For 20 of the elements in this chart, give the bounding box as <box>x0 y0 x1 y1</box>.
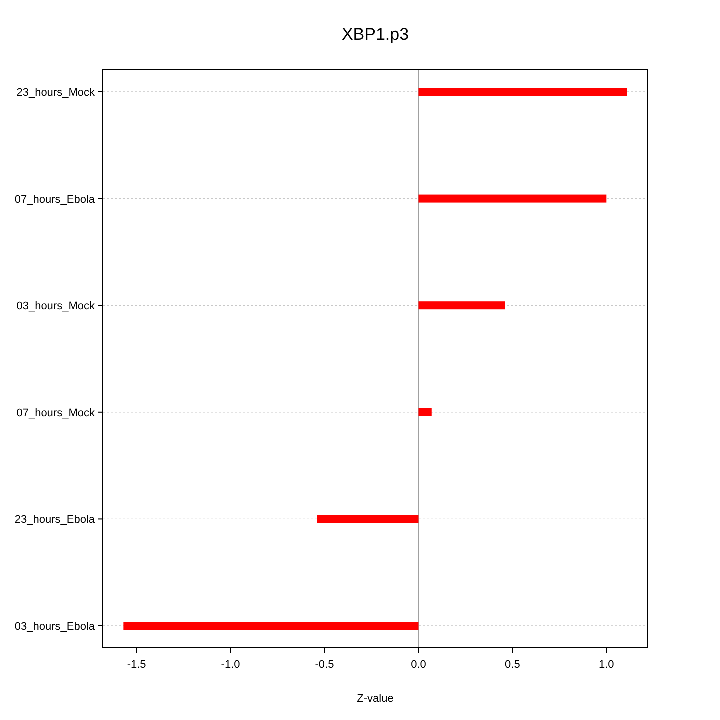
chart-title: XBP1.p3 <box>342 25 410 44</box>
bar <box>124 622 419 630</box>
y-tick-label: 23_hours_Mock <box>16 87 96 99</box>
bar <box>317 515 419 524</box>
x-tick-label: -1.0 <box>221 659 240 671</box>
x-axis-title: Z-value <box>357 693 394 705</box>
x-tick-label: -1.5 <box>127 659 146 671</box>
bar <box>418 194 607 203</box>
y-tick-label: 03_hours_Ebola <box>14 621 96 633</box>
y-tick-label: 03_hours_Mock <box>16 300 96 313</box>
y-tick-label: 23_hours_Ebola <box>14 514 96 526</box>
x-tick-label: 0.0 <box>411 659 426 671</box>
x-tick-label: 1.0 <box>599 659 614 671</box>
bar <box>418 408 432 416</box>
y-tick-label: 07_hours_Ebola <box>14 194 96 206</box>
y-tick-label: 07_hours_Mock <box>16 407 96 420</box>
x-tick-label: -0.5 <box>315 659 334 671</box>
bar <box>418 88 628 96</box>
x-tick-label: 0.5 <box>505 659 520 671</box>
bar <box>418 302 506 310</box>
